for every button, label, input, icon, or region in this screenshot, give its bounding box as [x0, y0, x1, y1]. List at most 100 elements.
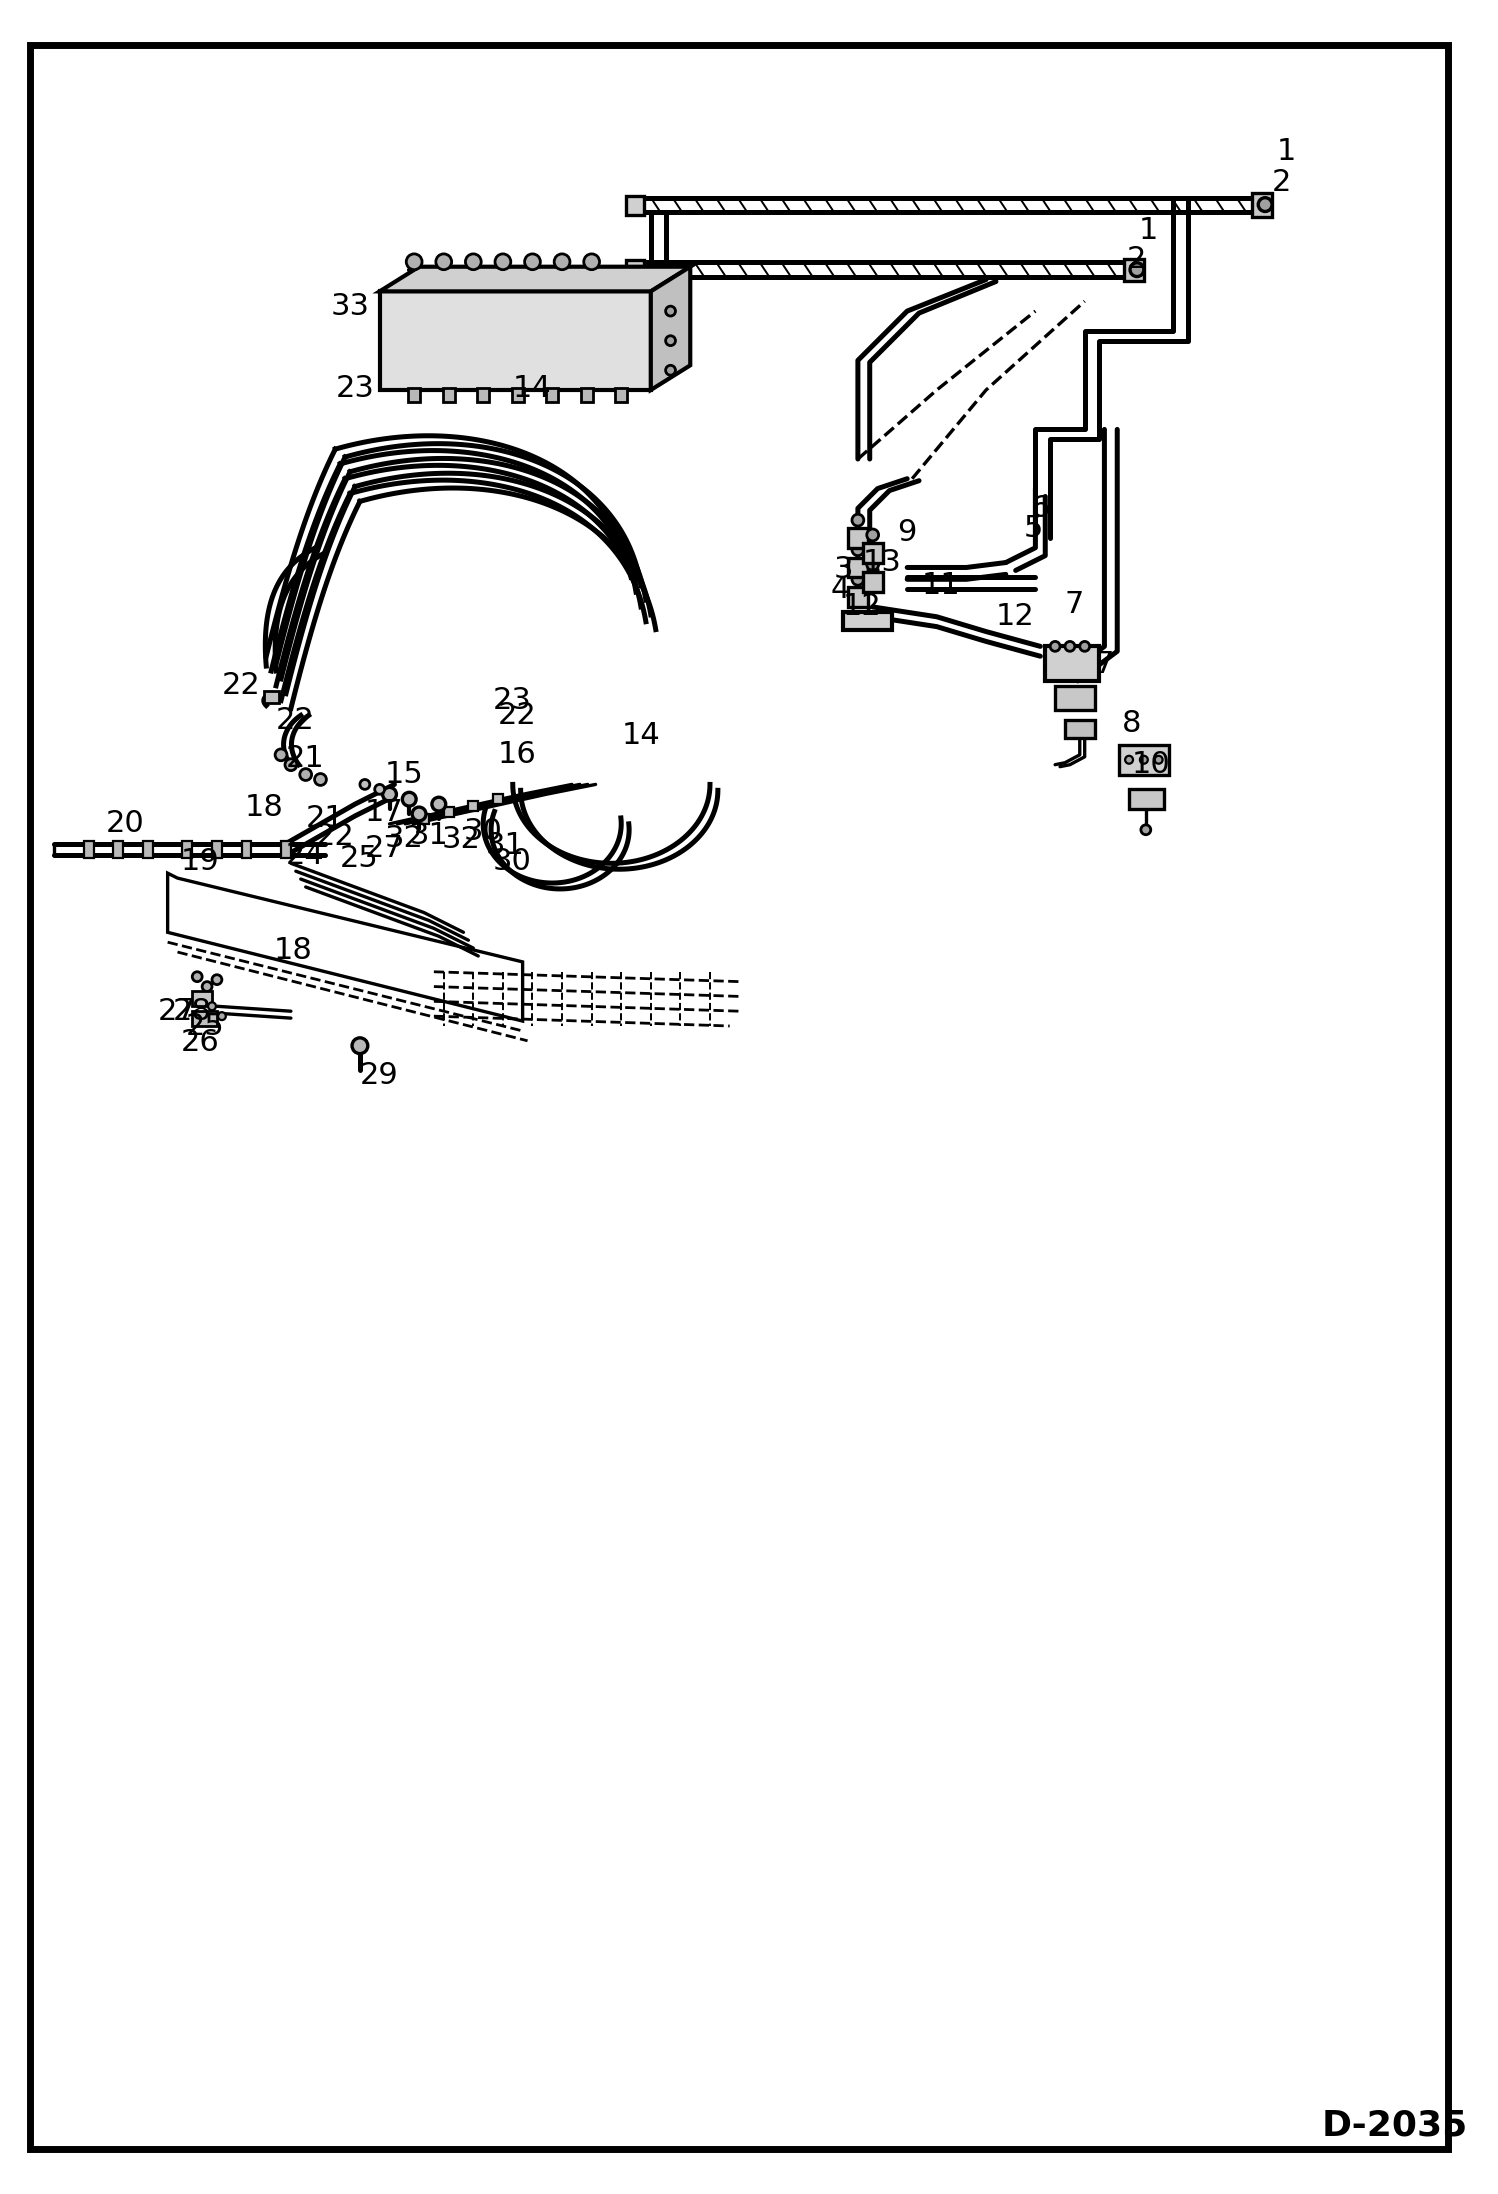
- Circle shape: [192, 972, 202, 981]
- Text: 18: 18: [244, 792, 283, 821]
- Bar: [264, 691, 279, 702]
- Text: 23: 23: [336, 373, 374, 402]
- Text: 7: 7: [1095, 649, 1115, 678]
- Bar: [213, 840, 222, 858]
- Text: 28: 28: [172, 996, 211, 1027]
- Text: 23: 23: [493, 687, 532, 715]
- Text: 32: 32: [442, 825, 481, 853]
- Circle shape: [665, 307, 676, 316]
- Text: 27: 27: [366, 834, 403, 862]
- Text: 32: 32: [385, 825, 424, 853]
- Text: 30: 30: [463, 816, 502, 847]
- Circle shape: [554, 255, 569, 270]
- Text: 6: 6: [1031, 494, 1050, 522]
- Text: 31: 31: [409, 821, 448, 851]
- Bar: [379, 292, 650, 391]
- Text: 14: 14: [512, 373, 551, 402]
- Text: 10: 10: [1132, 750, 1171, 779]
- Bar: [616, 388, 628, 402]
- Text: 1: 1: [1276, 136, 1296, 167]
- Text: 11: 11: [921, 570, 960, 599]
- Bar: [443, 807, 454, 816]
- Circle shape: [1080, 641, 1089, 652]
- Circle shape: [1155, 755, 1162, 764]
- Text: 15: 15: [385, 759, 424, 790]
- Bar: [478, 388, 490, 402]
- Bar: [843, 612, 893, 630]
- Circle shape: [360, 779, 370, 790]
- Text: 14: 14: [622, 720, 661, 750]
- Circle shape: [852, 573, 864, 586]
- Circle shape: [315, 774, 327, 785]
- Text: 3: 3: [833, 555, 852, 584]
- Text: 7: 7: [1065, 590, 1085, 619]
- Circle shape: [213, 974, 222, 985]
- Text: 25: 25: [186, 1011, 225, 1040]
- Bar: [192, 992, 213, 1007]
- Text: D-2035: D-2035: [1321, 2108, 1468, 2144]
- Circle shape: [466, 255, 481, 270]
- Bar: [409, 388, 419, 402]
- Text: 12: 12: [843, 592, 882, 621]
- Circle shape: [867, 559, 879, 570]
- Circle shape: [524, 255, 541, 270]
- Bar: [1119, 746, 1168, 774]
- Text: 22: 22: [276, 706, 315, 735]
- Text: 22: 22: [222, 671, 261, 700]
- Text: 4: 4: [830, 575, 849, 603]
- Circle shape: [202, 981, 213, 992]
- Circle shape: [436, 255, 451, 270]
- Text: 22: 22: [497, 700, 536, 731]
- Circle shape: [412, 807, 425, 821]
- Circle shape: [382, 788, 397, 801]
- Circle shape: [406, 255, 422, 270]
- Text: 27: 27: [157, 996, 196, 1027]
- Circle shape: [1065, 641, 1076, 652]
- Bar: [1055, 687, 1095, 711]
- Text: 8: 8: [1122, 709, 1141, 737]
- Bar: [241, 840, 252, 858]
- Text: 29: 29: [360, 1062, 398, 1090]
- Text: 16: 16: [497, 739, 536, 770]
- Bar: [1065, 720, 1095, 737]
- Circle shape: [285, 759, 297, 770]
- Circle shape: [208, 1003, 216, 1009]
- Text: 2: 2: [1272, 169, 1291, 197]
- Bar: [443, 388, 454, 402]
- Text: 21: 21: [306, 805, 345, 834]
- Circle shape: [584, 255, 599, 270]
- Text: 30: 30: [493, 847, 532, 875]
- Text: 33: 33: [331, 292, 370, 320]
- Circle shape: [352, 1038, 369, 1053]
- Text: 26: 26: [180, 1029, 219, 1058]
- Text: 22: 22: [316, 823, 355, 851]
- Bar: [419, 814, 428, 825]
- Circle shape: [1141, 825, 1150, 834]
- Circle shape: [300, 768, 312, 781]
- Bar: [282, 840, 291, 858]
- Circle shape: [852, 544, 864, 555]
- Bar: [1124, 259, 1144, 281]
- Text: 21: 21: [286, 744, 325, 772]
- Text: 19: 19: [180, 847, 219, 875]
- Circle shape: [217, 1011, 226, 1020]
- Bar: [1129, 790, 1164, 810]
- Text: 13: 13: [863, 548, 902, 577]
- Circle shape: [403, 792, 416, 805]
- Circle shape: [276, 748, 288, 761]
- Bar: [848, 588, 867, 608]
- Text: 20: 20: [105, 810, 144, 838]
- Polygon shape: [650, 268, 691, 391]
- Bar: [114, 840, 123, 858]
- Bar: [183, 840, 192, 858]
- Bar: [84, 840, 94, 858]
- Text: 2: 2: [1126, 246, 1146, 274]
- Bar: [469, 801, 478, 812]
- Bar: [626, 259, 644, 279]
- Circle shape: [494, 255, 511, 270]
- Bar: [192, 1011, 217, 1027]
- Bar: [581, 388, 593, 402]
- Text: 17: 17: [366, 799, 403, 827]
- Circle shape: [665, 336, 676, 347]
- Text: 12: 12: [996, 603, 1035, 632]
